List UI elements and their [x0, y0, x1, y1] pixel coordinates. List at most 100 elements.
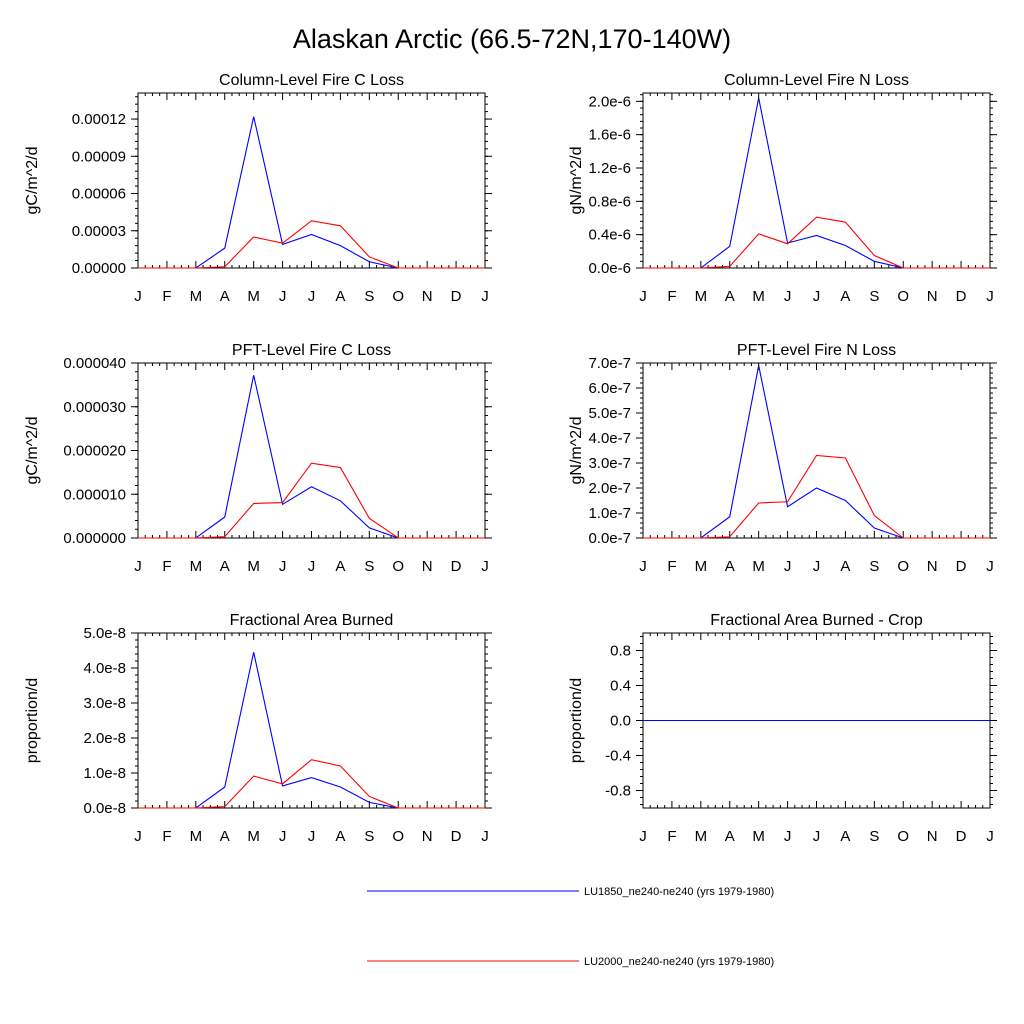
y-axis-label: gC/m^2/d [24, 417, 41, 485]
y-tick-label: 0.00003 [72, 223, 126, 240]
x-tick-label: D [451, 558, 462, 575]
x-tick-label: S [364, 828, 374, 845]
x-tick-label: J [813, 288, 821, 305]
x-tick-label: M [752, 558, 765, 575]
series-line [138, 759, 485, 809]
x-tick-label: J [308, 558, 316, 575]
x-tick-label: J [279, 288, 287, 305]
plot-frame [137, 632, 486, 809]
y-tick-label: 5.0e-8 [83, 625, 126, 642]
x-tick-label: J [481, 828, 489, 845]
y-tick-label: 1.0e-8 [83, 765, 126, 782]
series-line [138, 220, 485, 269]
figure-title: Alaskan Arctic (66.5-72N,170-140W) [293, 24, 731, 54]
x-tick-label: N [927, 828, 938, 845]
x-tick-label: O [392, 288, 404, 305]
y-tick-label: 0.4e-6 [588, 227, 631, 244]
x-tick-label: A [220, 828, 230, 845]
x-tick-label: F [162, 828, 171, 845]
y-tick-label: -0.8 [605, 783, 631, 800]
panel-title: Column-Level Fire C Loss [219, 72, 404, 89]
x-tick-label: J [986, 828, 994, 845]
x-tick-label: J [279, 828, 287, 845]
x-tick-label: A [335, 288, 345, 305]
x-tick-label: A [335, 558, 345, 575]
y-tick-label: 2.0e-6 [588, 93, 631, 110]
x-tick-label: J [986, 558, 994, 575]
x-tick-label: F [667, 828, 676, 845]
x-tick-label: O [897, 288, 909, 305]
x-tick-label: M [752, 828, 765, 845]
x-tick-label: A [725, 288, 735, 305]
x-tick-label: J [134, 828, 142, 845]
panel-title: PFT-Level Fire N Loss [737, 342, 896, 359]
x-tick-label: O [897, 558, 909, 575]
x-tick-label: F [667, 558, 676, 575]
x-tick-label: J [639, 828, 647, 845]
x-tick-label: D [451, 288, 462, 305]
y-tick-label: 0.8e-6 [588, 193, 631, 210]
x-tick-label: A [220, 558, 230, 575]
x-tick-label: S [869, 558, 879, 575]
y-tick-label: 0.000040 [63, 355, 126, 372]
x-tick-label: O [897, 828, 909, 845]
x-tick-label: M [247, 558, 260, 575]
x-tick-label: J [784, 558, 792, 575]
y-tick-label: 0.000010 [63, 486, 126, 503]
series-line [643, 454, 990, 539]
y-tick-label: 0.000000 [63, 530, 126, 547]
x-tick-label: J [481, 288, 489, 305]
y-tick-label: 3.0e-7 [588, 455, 631, 472]
y-tick-label: 0.00009 [72, 148, 126, 165]
plot-frame [642, 362, 991, 539]
panel-title: Fractional Area Burned - Crop [710, 612, 923, 629]
x-tick-label: J [813, 558, 821, 575]
panel-title: PFT-Level Fire C Loss [232, 342, 391, 359]
y-tick-label: -0.4 [605, 748, 631, 765]
x-tick-label: J [308, 828, 316, 845]
x-tick-label: A [725, 558, 735, 575]
plot-frame [137, 92, 486, 269]
series-line [643, 365, 990, 539]
series-line [138, 375, 485, 539]
x-tick-label: M [247, 828, 260, 845]
y-tick-label: 0.000030 [63, 399, 126, 416]
panel-title: Fractional Area Burned [230, 612, 394, 629]
y-tick-label: 6.0e-7 [588, 380, 631, 397]
x-tick-label: D [956, 558, 967, 575]
x-tick-label: J [308, 288, 316, 305]
x-tick-label: J [639, 288, 647, 305]
x-tick-label: F [162, 288, 171, 305]
x-tick-label: M [695, 828, 708, 845]
x-tick-label: J [784, 828, 792, 845]
y-tick-label: 0.0e-7 [588, 530, 631, 547]
y-tick-label: 7.0e-7 [588, 355, 631, 372]
x-tick-label: N [422, 558, 433, 575]
y-tick-label: 1.0e-7 [588, 505, 631, 522]
y-axis-label: gC/m^2/d [24, 147, 41, 215]
x-tick-label: M [190, 828, 203, 845]
x-tick-label: M [247, 288, 260, 305]
y-tick-label: 0.0e-6 [588, 260, 631, 277]
y-tick-label: 2.0e-7 [588, 480, 631, 497]
y-tick-label: 0.4 [610, 678, 631, 695]
series-line [138, 462, 485, 539]
x-tick-label: J [481, 558, 489, 575]
x-tick-label: A [840, 558, 850, 575]
y-tick-label: 2.0e-8 [83, 730, 126, 747]
y-axis-label: gN/m^2/d [568, 147, 585, 215]
x-tick-label: N [422, 288, 433, 305]
x-tick-label: J [279, 558, 287, 575]
legend: LU1850_ne240-ne240 (yrs 1979-1980) LU200… [367, 886, 774, 968]
x-tick-label: M [695, 558, 708, 575]
x-tick-label: F [667, 288, 676, 305]
x-tick-label: J [639, 558, 647, 575]
x-tick-label: S [869, 288, 879, 305]
y-tick-label: 4.0e-8 [83, 660, 126, 677]
y-axis-label: gN/m^2/d [568, 417, 585, 485]
